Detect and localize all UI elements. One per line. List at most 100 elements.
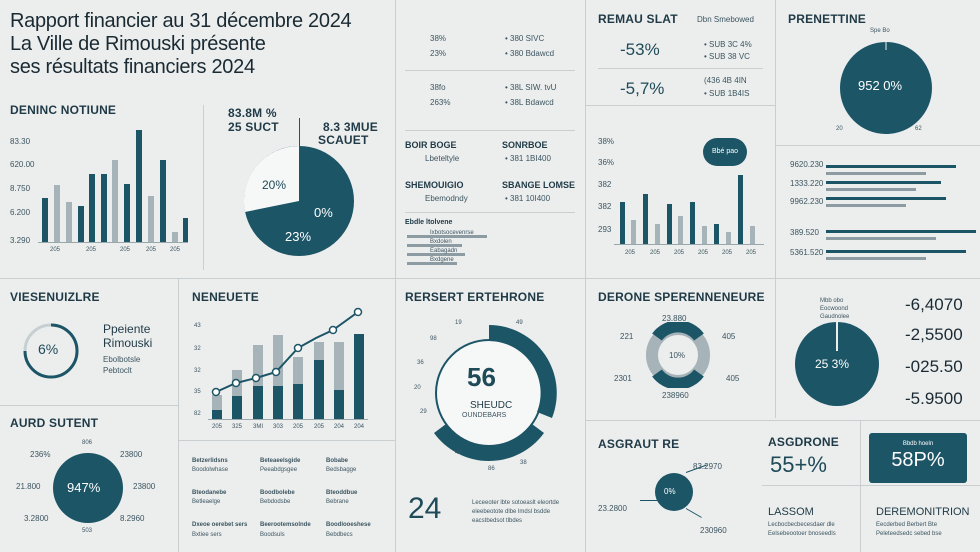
bar <box>314 360 324 419</box>
hbar-label: 9962.230 <box>790 197 824 206</box>
y-tick: 6.200 <box>10 208 31 217</box>
trend-point <box>293 343 303 353</box>
grid-cell: Bedsbagge <box>326 467 357 473</box>
bar <box>148 196 154 242</box>
grid-cell: Betleaelge <box>192 499 221 505</box>
list-stripe <box>407 235 487 238</box>
pie-slice <box>243 146 299 212</box>
tag-top: Bbdb hoeln <box>902 441 934 447</box>
grid-cell: Peeabdgsgee <box>260 467 298 473</box>
hbar-label: 1333.220 <box>790 179 824 188</box>
col3-r1: • SUB 3C 4% <box>704 40 752 49</box>
bar <box>212 410 222 419</box>
ring-tick: 86 <box>488 466 495 472</box>
bar <box>78 206 84 242</box>
hbar <box>826 165 956 168</box>
x-tick: 205 <box>674 250 685 256</box>
x-tick: 205 <box>746 250 757 256</box>
pie-label: 25 SUCT <box>228 120 279 134</box>
x-tick: 204 <box>334 424 345 430</box>
grid-cell: Betzerlidsns <box>192 458 228 464</box>
bar <box>136 130 142 242</box>
y-tick: 35 <box>194 389 201 395</box>
der-arc <box>652 322 704 341</box>
divider <box>395 0 396 552</box>
grid-cell: Bebdodsbe <box>260 499 291 505</box>
hbar-label: 389.520 <box>790 228 819 237</box>
bottom-note: eacstbedsot tlbdes <box>472 518 523 524</box>
trend-point <box>251 373 261 383</box>
right-value: -2,5500 <box>905 325 963 344</box>
divider <box>0 405 178 406</box>
col3-value: -53% <box>620 40 660 59</box>
pie-side-label: 62 <box>915 126 922 132</box>
bar <box>643 194 648 244</box>
col3-r1: (436 4B 4IN <box>704 76 747 85</box>
x-tick: 205 <box>314 424 325 430</box>
donut-gauge <box>434 325 557 461</box>
right-value: -5.9500 <box>905 389 963 408</box>
bar <box>631 220 636 244</box>
divider <box>598 68 763 69</box>
grid-cell: Boodbolebe <box>260 490 295 496</box>
trend-point <box>231 378 241 388</box>
x-tick: 205 <box>698 250 709 256</box>
aurd-title: AURD SUTENT <box>10 416 99 430</box>
report-subtitle-2: ses résultats financiers 2024 <box>10 56 255 78</box>
bar <box>334 342 344 390</box>
bottom-note: eleebeotote dlbe lmdsl bsdde <box>472 509 551 515</box>
bar <box>293 357 303 384</box>
divider <box>178 278 179 552</box>
bar <box>232 396 242 419</box>
list-item: Bxdgene <box>430 257 454 263</box>
aurd-label: 23800 <box>133 482 156 491</box>
ring-tick: 19 <box>455 320 462 326</box>
bar <box>172 232 178 242</box>
vis-sub: Ebolbotsle <box>103 355 141 364</box>
list-item: Ixbotsocevenrse <box>430 230 474 236</box>
hbar <box>826 204 906 207</box>
hbar <box>826 188 916 191</box>
mid-sub: Lbeteltyle <box>425 154 460 163</box>
trend-point <box>211 387 221 397</box>
y-tick: 43 <box>194 323 201 329</box>
der-title: DERONE SPERENNENEURE <box>598 290 765 304</box>
der-label: 23.880 <box>662 314 687 323</box>
bar <box>66 202 72 242</box>
slice-label: 0% <box>314 205 333 220</box>
col3-r2: • SUB 1B4IS <box>704 89 750 98</box>
aurd-fill <box>53 453 123 523</box>
pie-label: SCAUET <box>318 133 369 147</box>
der-label: 221 <box>620 332 634 341</box>
hbar <box>826 250 966 253</box>
aurd-label: 8.2960 <box>120 514 145 523</box>
donut-arc <box>489 325 557 418</box>
bar <box>54 185 60 242</box>
hbar <box>826 172 926 175</box>
hbar-label: 5361.520 <box>790 248 824 257</box>
pie3-label: Eocwoond <box>820 306 849 312</box>
x-tick: 205 <box>722 250 733 256</box>
pie3-label: Mbb obo <box>820 298 844 304</box>
grid-cell: Bteoddbue <box>326 490 358 496</box>
divider <box>178 440 395 441</box>
row-left: 38fo <box>430 83 446 92</box>
asg-value: 83.2970 <box>693 462 722 471</box>
divider <box>0 278 980 279</box>
divider <box>775 0 776 278</box>
divider <box>203 105 204 270</box>
ring-tick: 20 <box>414 385 421 391</box>
grid-cell: Bebrane <box>326 499 349 505</box>
donut-arc <box>489 424 544 461</box>
asg-value: 230960 <box>700 526 727 535</box>
right-value: -6,4070 <box>905 295 963 314</box>
vis-value: 6% <box>38 341 59 357</box>
grid-cell: Beteaeelsgide <box>260 458 301 464</box>
divider <box>762 485 860 486</box>
x-tick: 205 <box>146 247 157 253</box>
vis-sub: Pebtoclt <box>103 366 132 375</box>
res-title: RERSERT ERTEHRONE <box>405 290 545 304</box>
ring-tick: 36 <box>417 360 424 366</box>
y-tick: 382 <box>598 202 612 211</box>
der-label: 2301 <box>614 374 632 383</box>
